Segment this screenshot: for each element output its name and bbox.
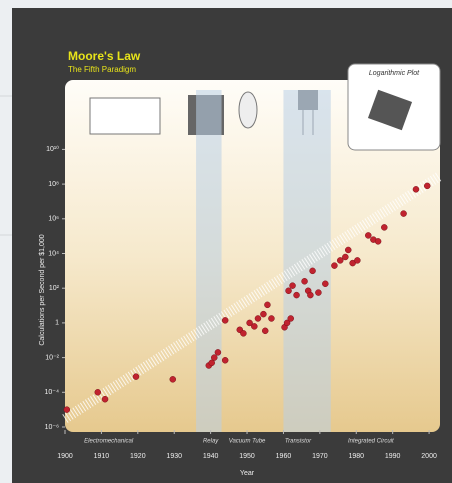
plot-panel	[65, 80, 440, 432]
y-tick-label: 10¹⁰	[46, 145, 59, 153]
data-point	[301, 278, 308, 285]
data-point	[251, 323, 258, 330]
legend-box: Logarithmic Plot	[347, 63, 441, 151]
era-band	[196, 90, 222, 432]
era-label: Integrated Circuit	[348, 439, 394, 445]
data-point	[412, 186, 420, 193]
x-tick-label: 2000	[421, 453, 437, 460]
data-point	[322, 280, 329, 288]
data-point	[365, 232, 372, 239]
data-point	[261, 327, 269, 335]
era-label: Transistor	[285, 439, 312, 445]
data-point	[287, 315, 294, 322]
data-point	[254, 315, 262, 322]
y-tick-label: 10⁴	[48, 250, 59, 257]
data-point	[400, 210, 407, 217]
data-point	[342, 253, 349, 261]
data-point	[221, 317, 229, 324]
data-point	[381, 224, 388, 231]
data-point	[293, 291, 300, 299]
x-tick-label: 1900	[57, 453, 73, 460]
y-axis-label: Calculations per Second per $1,000	[39, 234, 46, 345]
data-point	[345, 246, 352, 254]
data-point	[331, 262, 338, 269]
data-point	[63, 406, 71, 413]
y-tick-label: 10⁶	[48, 216, 59, 223]
y-tick-label: 10²	[49, 285, 60, 292]
data-point	[169, 376, 177, 383]
data-point	[268, 315, 275, 322]
data-point	[101, 395, 109, 403]
y-tick-label: 10⁸	[48, 181, 59, 188]
y-tick-label: 1	[55, 320, 59, 327]
legend-text: Logarithmic Plot	[369, 70, 420, 77]
x-axis-label: Year	[240, 470, 255, 477]
data-point	[221, 357, 229, 364]
y-tick-label: 10⁻⁶	[45, 424, 59, 431]
y-tick-label: 10⁻²	[45, 354, 59, 361]
data-point	[283, 319, 291, 327]
data-point	[289, 282, 296, 289]
data-point	[211, 354, 218, 361]
data-point	[240, 330, 247, 337]
era-label: Electromechanical	[84, 439, 134, 445]
x-tick-label: 1920	[130, 453, 146, 460]
data-point	[336, 257, 344, 264]
data-point	[264, 301, 271, 309]
x-tick-label: 1930	[166, 453, 182, 460]
x-tick-label: 1940	[203, 453, 219, 460]
x-tick-label: 1970	[312, 453, 328, 460]
era-label: Relay	[203, 439, 219, 445]
data-point	[424, 182, 431, 190]
y-tick-label: 10⁻⁴	[45, 389, 60, 396]
chart-subtitle: The Fifth Paradigm	[68, 65, 136, 74]
data-point	[260, 310, 267, 318]
data-point	[354, 257, 361, 264]
x-tick-label: 1910	[94, 453, 110, 460]
x-tick-label: 1990	[385, 453, 401, 460]
data-point	[307, 291, 314, 299]
data-point	[309, 267, 316, 275]
data-point	[214, 349, 222, 356]
trend-band	[62, 171, 443, 423]
data-point	[94, 389, 102, 396]
x-tick-label: 1980	[348, 453, 364, 460]
data-point	[132, 373, 140, 380]
data-point	[246, 319, 253, 327]
data-point	[208, 359, 215, 367]
data-point	[315, 289, 322, 296]
data-point	[374, 238, 382, 245]
era-label: Vacuum Tube	[229, 439, 266, 445]
chart-title: Moore's Law	[68, 49, 141, 63]
x-tick-label: 1960	[276, 453, 292, 460]
data-point	[285, 287, 292, 295]
x-tick-label: 1950	[239, 453, 255, 460]
